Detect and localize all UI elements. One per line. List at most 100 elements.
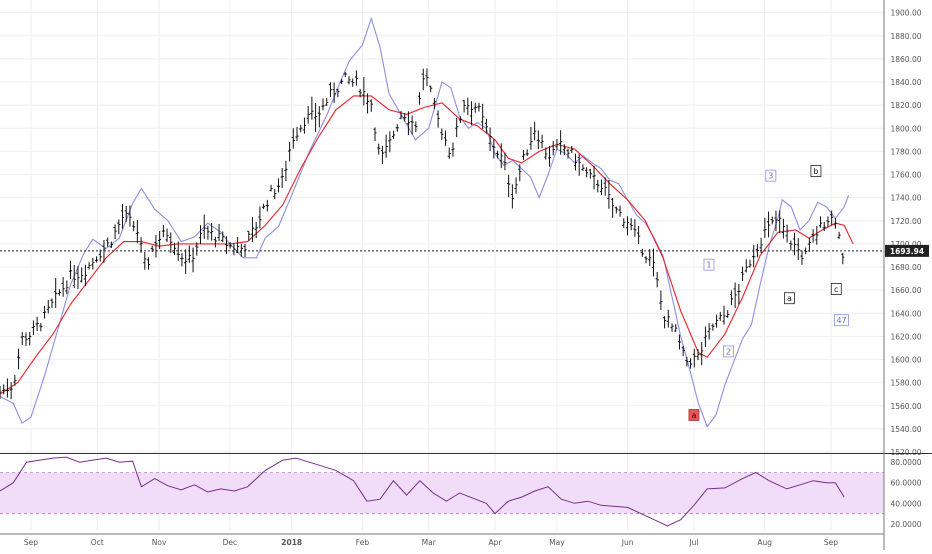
ohlc-bar [677, 334, 682, 350]
ohlc-bar [68, 260, 73, 280]
ohlc-bar [273, 189, 277, 200]
ohlc-bar [172, 242, 177, 255]
ohlc-bar [818, 216, 823, 228]
ohlc-bar [343, 71, 347, 77]
ohlc-bar [269, 184, 273, 192]
ohlc-bar [65, 280, 69, 295]
ohlc-bar [217, 223, 221, 242]
time-tick-label: Mar [422, 538, 437, 547]
ohlc-bar [262, 203, 266, 210]
ohlc-bar [410, 115, 414, 135]
price-tick-label: 1620.00 [890, 332, 921, 341]
ohlc-bar [61, 277, 65, 297]
ohlc-bar [707, 323, 711, 340]
ohlc-bar [0, 385, 2, 399]
ohlc-bar [332, 82, 336, 104]
ohlc-bar [369, 99, 373, 112]
ohlc-bar [310, 96, 314, 120]
ohlc-bar [414, 121, 418, 133]
rsi-tick-label: 40.0000 [890, 499, 921, 508]
ohlc-bar [841, 252, 845, 265]
ohlc-bar [325, 98, 329, 106]
ohlc-bar [313, 102, 318, 132]
wave-label: b [810, 165, 822, 177]
ohlc-bar [774, 210, 778, 232]
time-tick-label: Nov [152, 538, 167, 547]
ohlc-bar [737, 283, 741, 305]
ohlc-bar [662, 316, 667, 329]
ohlc-bar [388, 131, 392, 153]
ohlc-bar [640, 248, 644, 257]
price-tick-label: 1520.00 [890, 448, 921, 457]
ohlc-bar [629, 218, 633, 231]
ohlc-bar [417, 92, 422, 105]
rsi-band-layer [0, 472, 884, 514]
ohlc-bar [42, 305, 47, 319]
ohlc-bar [510, 184, 514, 209]
ohlc-bar [425, 68, 429, 87]
ohlc-bar [447, 147, 451, 159]
ohlc-bar [800, 250, 804, 265]
ohlc-bar [495, 150, 500, 159]
ohlc-bar [596, 179, 600, 193]
ohlc-bar [659, 290, 663, 311]
ohlc-bar [206, 225, 210, 240]
ohlc-bar [559, 130, 563, 155]
ohlc-bar [187, 245, 191, 263]
wave-label: 3 [765, 169, 777, 182]
time-tick-label: Oct [91, 538, 104, 547]
time-tick-label: 2018 [281, 538, 302, 547]
wave-label-box [830, 283, 842, 295]
last-price-label: 1693.94 [890, 247, 924, 256]
ohlc-bar [365, 93, 370, 114]
ohlc-bar [128, 205, 132, 227]
wave-label-text: 3 [768, 172, 773, 181]
time-tick-label: Feb [356, 538, 370, 547]
wave-label-box [834, 314, 849, 327]
ohlc-bar [666, 309, 670, 328]
rsi-tick-label: 20.0000 [890, 520, 921, 529]
ohlc-bar [351, 78, 355, 87]
ohlc-bar [135, 220, 139, 244]
ohlc-bar [833, 218, 837, 229]
ohlc-bar [655, 271, 659, 288]
envelope-series-line [0, 16, 850, 428]
ohlc-bar [265, 199, 269, 212]
ohlc-bar [31, 320, 36, 336]
ohlc-bar [514, 177, 518, 194]
grid-layer [0, 0, 884, 530]
wave-label-box [810, 165, 822, 177]
ohlc-bar [236, 237, 240, 254]
ohlc-bar [830, 210, 834, 226]
ohlc-bar [722, 305, 726, 325]
ohlc-bar [733, 282, 737, 309]
ohlc-bar [533, 121, 537, 141]
ohlc-bar [146, 257, 151, 270]
ohlc-bar [488, 127, 492, 151]
ohlc-bar [540, 134, 544, 149]
wave-label: c [830, 283, 842, 295]
ohlc-bar [696, 349, 700, 361]
ohlc-bar [321, 98, 325, 111]
ohlc-bar [618, 205, 622, 217]
ohlc-bar [2, 384, 6, 395]
ohlc-bar [154, 235, 158, 258]
ohlc-bar [451, 142, 455, 157]
ohlc-bar [250, 217, 255, 242]
ohlc-bar [16, 348, 21, 370]
ohlc-bar [588, 168, 592, 179]
ohlc-bar [54, 277, 58, 308]
ohlc-bar [529, 126, 533, 150]
wave-label-text: a [691, 411, 696, 420]
ohlc-bar [20, 332, 24, 346]
ohlc-bar [763, 217, 767, 238]
ohlc-bar [726, 310, 730, 318]
ohlc-bar [13, 375, 17, 386]
ohlc-bar [778, 210, 782, 234]
ohlc-bar [117, 219, 121, 235]
ohlc-bar [744, 259, 748, 273]
ohlc-bar [826, 216, 830, 227]
ohlc-bar [362, 76, 366, 106]
ohlc-bar [202, 214, 206, 239]
